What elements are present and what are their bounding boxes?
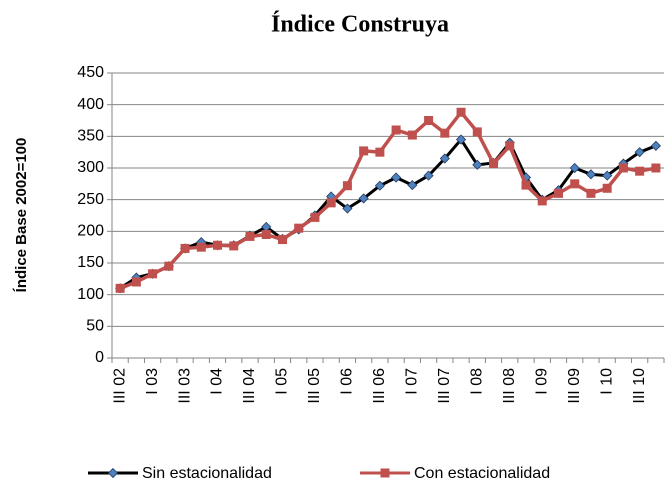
x-tick-label: III 04	[241, 368, 258, 404]
data-point	[196, 242, 206, 252]
data-point	[407, 130, 417, 140]
data-point	[164, 261, 174, 271]
data-point	[391, 125, 401, 135]
data-point	[440, 128, 450, 138]
y-tick-label: 100	[77, 286, 104, 303]
y-tick-label: 400	[77, 96, 104, 113]
x-tick-label: I 05	[274, 368, 291, 395]
x-tick-label: I 03	[144, 368, 161, 395]
data-point	[310, 212, 320, 222]
data-point	[569, 162, 580, 174]
data-point	[115, 283, 125, 293]
data-point	[439, 153, 450, 164]
data-point	[634, 147, 645, 158]
data-point	[213, 240, 223, 250]
data-point	[570, 179, 580, 189]
y-tick-label: 50	[86, 318, 104, 335]
y-tick-label: 350	[77, 128, 104, 145]
data-point	[489, 159, 499, 169]
y-tick-label: 0	[95, 349, 104, 366]
data-point	[407, 180, 418, 191]
y-tick-label: 150	[77, 254, 104, 271]
x-tick-label: III 10	[631, 368, 648, 404]
data-point	[358, 193, 369, 204]
x-tick-label: I 07	[404, 368, 421, 395]
data-point	[131, 277, 141, 287]
y-tick-label: 200	[77, 223, 104, 240]
x-tick-label: III 08	[501, 368, 518, 404]
y-tick-label: 250	[77, 191, 104, 208]
x-tick-label: I 06	[339, 368, 356, 395]
data-point	[618, 163, 628, 173]
data-point	[424, 116, 434, 125]
series-line	[119, 138, 657, 290]
data-point	[456, 107, 466, 117]
data-point	[635, 166, 645, 176]
x-tick-label: III 03	[176, 368, 193, 404]
data-point	[391, 172, 402, 183]
data-point	[602, 183, 612, 193]
y-tick-label: 300	[77, 159, 104, 176]
data-point	[472, 127, 482, 137]
data-point	[277, 235, 287, 245]
data-point	[537, 196, 547, 206]
x-tick-label: III 07	[436, 368, 453, 404]
data-point	[602, 170, 613, 181]
legend-label: Sin estacionalidad	[142, 465, 272, 482]
data-point	[586, 188, 596, 198]
data-point	[505, 141, 515, 151]
chart-title: Índice Construya	[271, 12, 449, 38]
x-tick-label: III 05	[306, 368, 323, 404]
data-point	[245, 231, 255, 241]
x-tick-label: I 09	[533, 368, 550, 395]
data-point	[521, 180, 531, 190]
legend-marker	[107, 467, 119, 479]
x-tick-label: I 10	[598, 368, 615, 395]
data-point	[455, 134, 467, 145]
data-point	[326, 198, 336, 208]
data-point	[148, 269, 158, 279]
data-point	[342, 203, 353, 214]
data-point	[294, 223, 304, 233]
data-point	[423, 170, 434, 181]
data-point	[229, 241, 239, 251]
legend-marker	[380, 468, 390, 478]
data-point	[342, 181, 352, 191]
data-point	[375, 147, 385, 157]
data-point	[650, 140, 661, 151]
y-axis-title: Índice Base 2002=100	[13, 138, 30, 293]
data-point	[180, 243, 190, 253]
x-tick-label: III 02	[111, 368, 128, 404]
x-tick-label: I 04	[209, 368, 226, 395]
x-tick-label: I 08	[469, 368, 486, 395]
series-line	[119, 110, 657, 290]
data-point	[261, 230, 271, 239]
x-tick-label: III 06	[371, 368, 388, 404]
data-point	[359, 146, 369, 156]
data-point	[472, 159, 483, 170]
x-tick-label: III 09	[566, 368, 583, 404]
y-tick-label: 450	[77, 64, 104, 81]
data-point	[651, 163, 661, 173]
data-point	[553, 188, 563, 198]
legend-label: Con estacionalidad	[414, 465, 550, 482]
data-point	[374, 180, 385, 191]
data-point	[585, 169, 597, 180]
